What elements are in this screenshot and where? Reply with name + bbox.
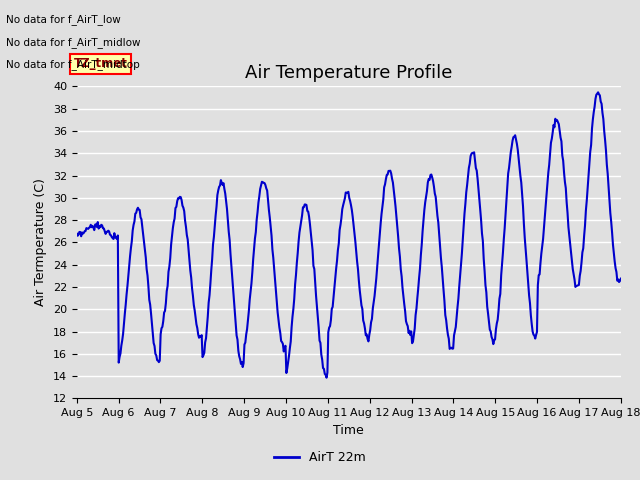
Title: Air Temperature Profile: Air Temperature Profile bbox=[245, 64, 452, 82]
Y-axis label: Air Termperature (C): Air Termperature (C) bbox=[35, 179, 47, 306]
X-axis label: Time: Time bbox=[333, 424, 364, 437]
Legend: AirT 22m: AirT 22m bbox=[269, 446, 371, 469]
Text: No data for f_AirT_low: No data for f_AirT_low bbox=[6, 14, 121, 25]
Text: TZ_tmet: TZ_tmet bbox=[74, 57, 127, 70]
Text: No data for f_AirT_midlow: No data for f_AirT_midlow bbox=[6, 37, 141, 48]
Text: No data for f_AirT_midtop: No data for f_AirT_midtop bbox=[6, 60, 140, 71]
